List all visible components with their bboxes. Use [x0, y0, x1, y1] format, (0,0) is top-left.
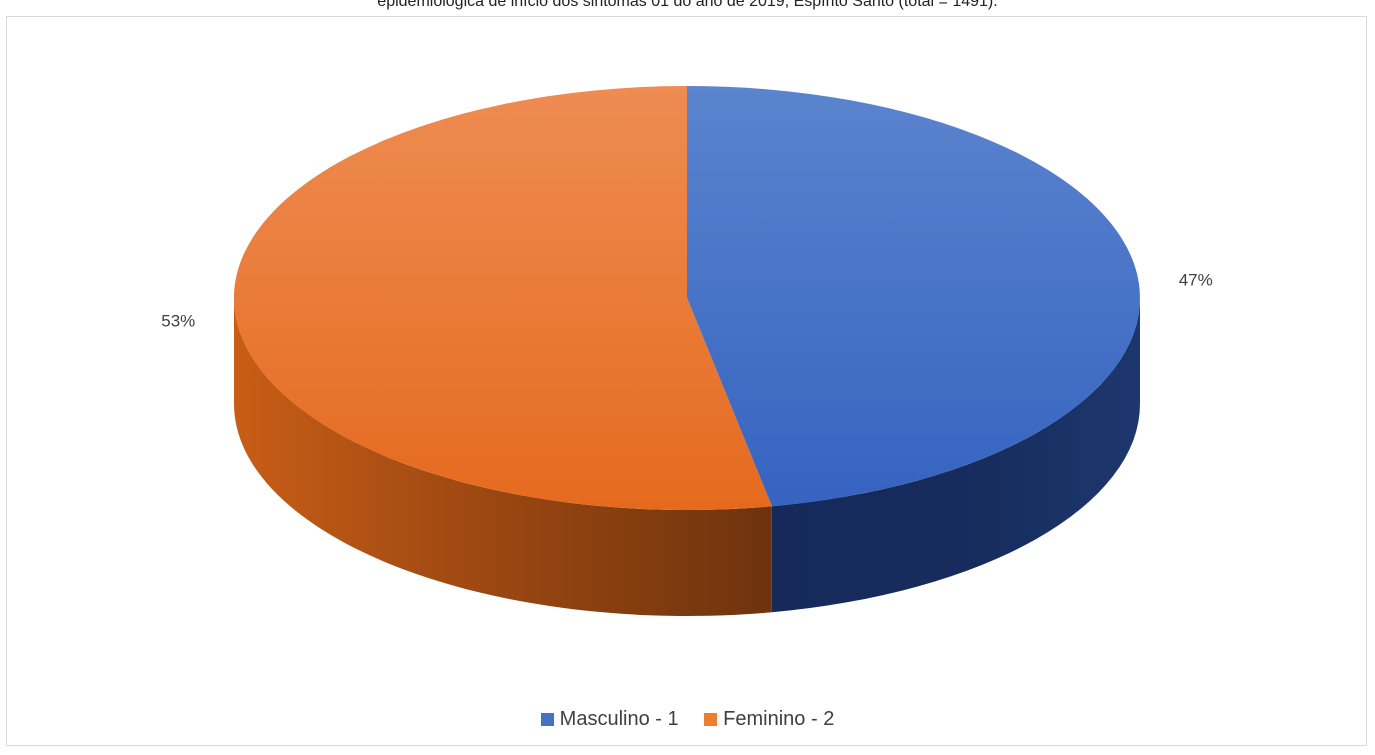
pie-slice-1 [687, 86, 1140, 507]
data-label-1: 47% [1179, 270, 1213, 289]
legend-item-feminino: Feminino - 2 [704, 708, 834, 731]
legend-label-masculino: Masculino - 1 [559, 708, 679, 730]
legend-item-masculino: Masculino - 1 [540, 708, 679, 731]
pie-slice-2 [233, 85, 772, 510]
pie-side-1 [771, 298, 1140, 613]
legend-label-feminino: Feminino - 2 [723, 708, 835, 730]
chart-caption: epidemiológica de início dos sintomas 01… [377, 0, 998, 10]
data-label-2: 53% [161, 312, 195, 331]
pie-side-2 [234, 298, 772, 616]
legend-swatch-masculino [540, 713, 554, 726]
legend: Masculino - 1 Feminino - 2 [0, 708, 1375, 732]
legend-swatch-feminino [704, 713, 718, 726]
